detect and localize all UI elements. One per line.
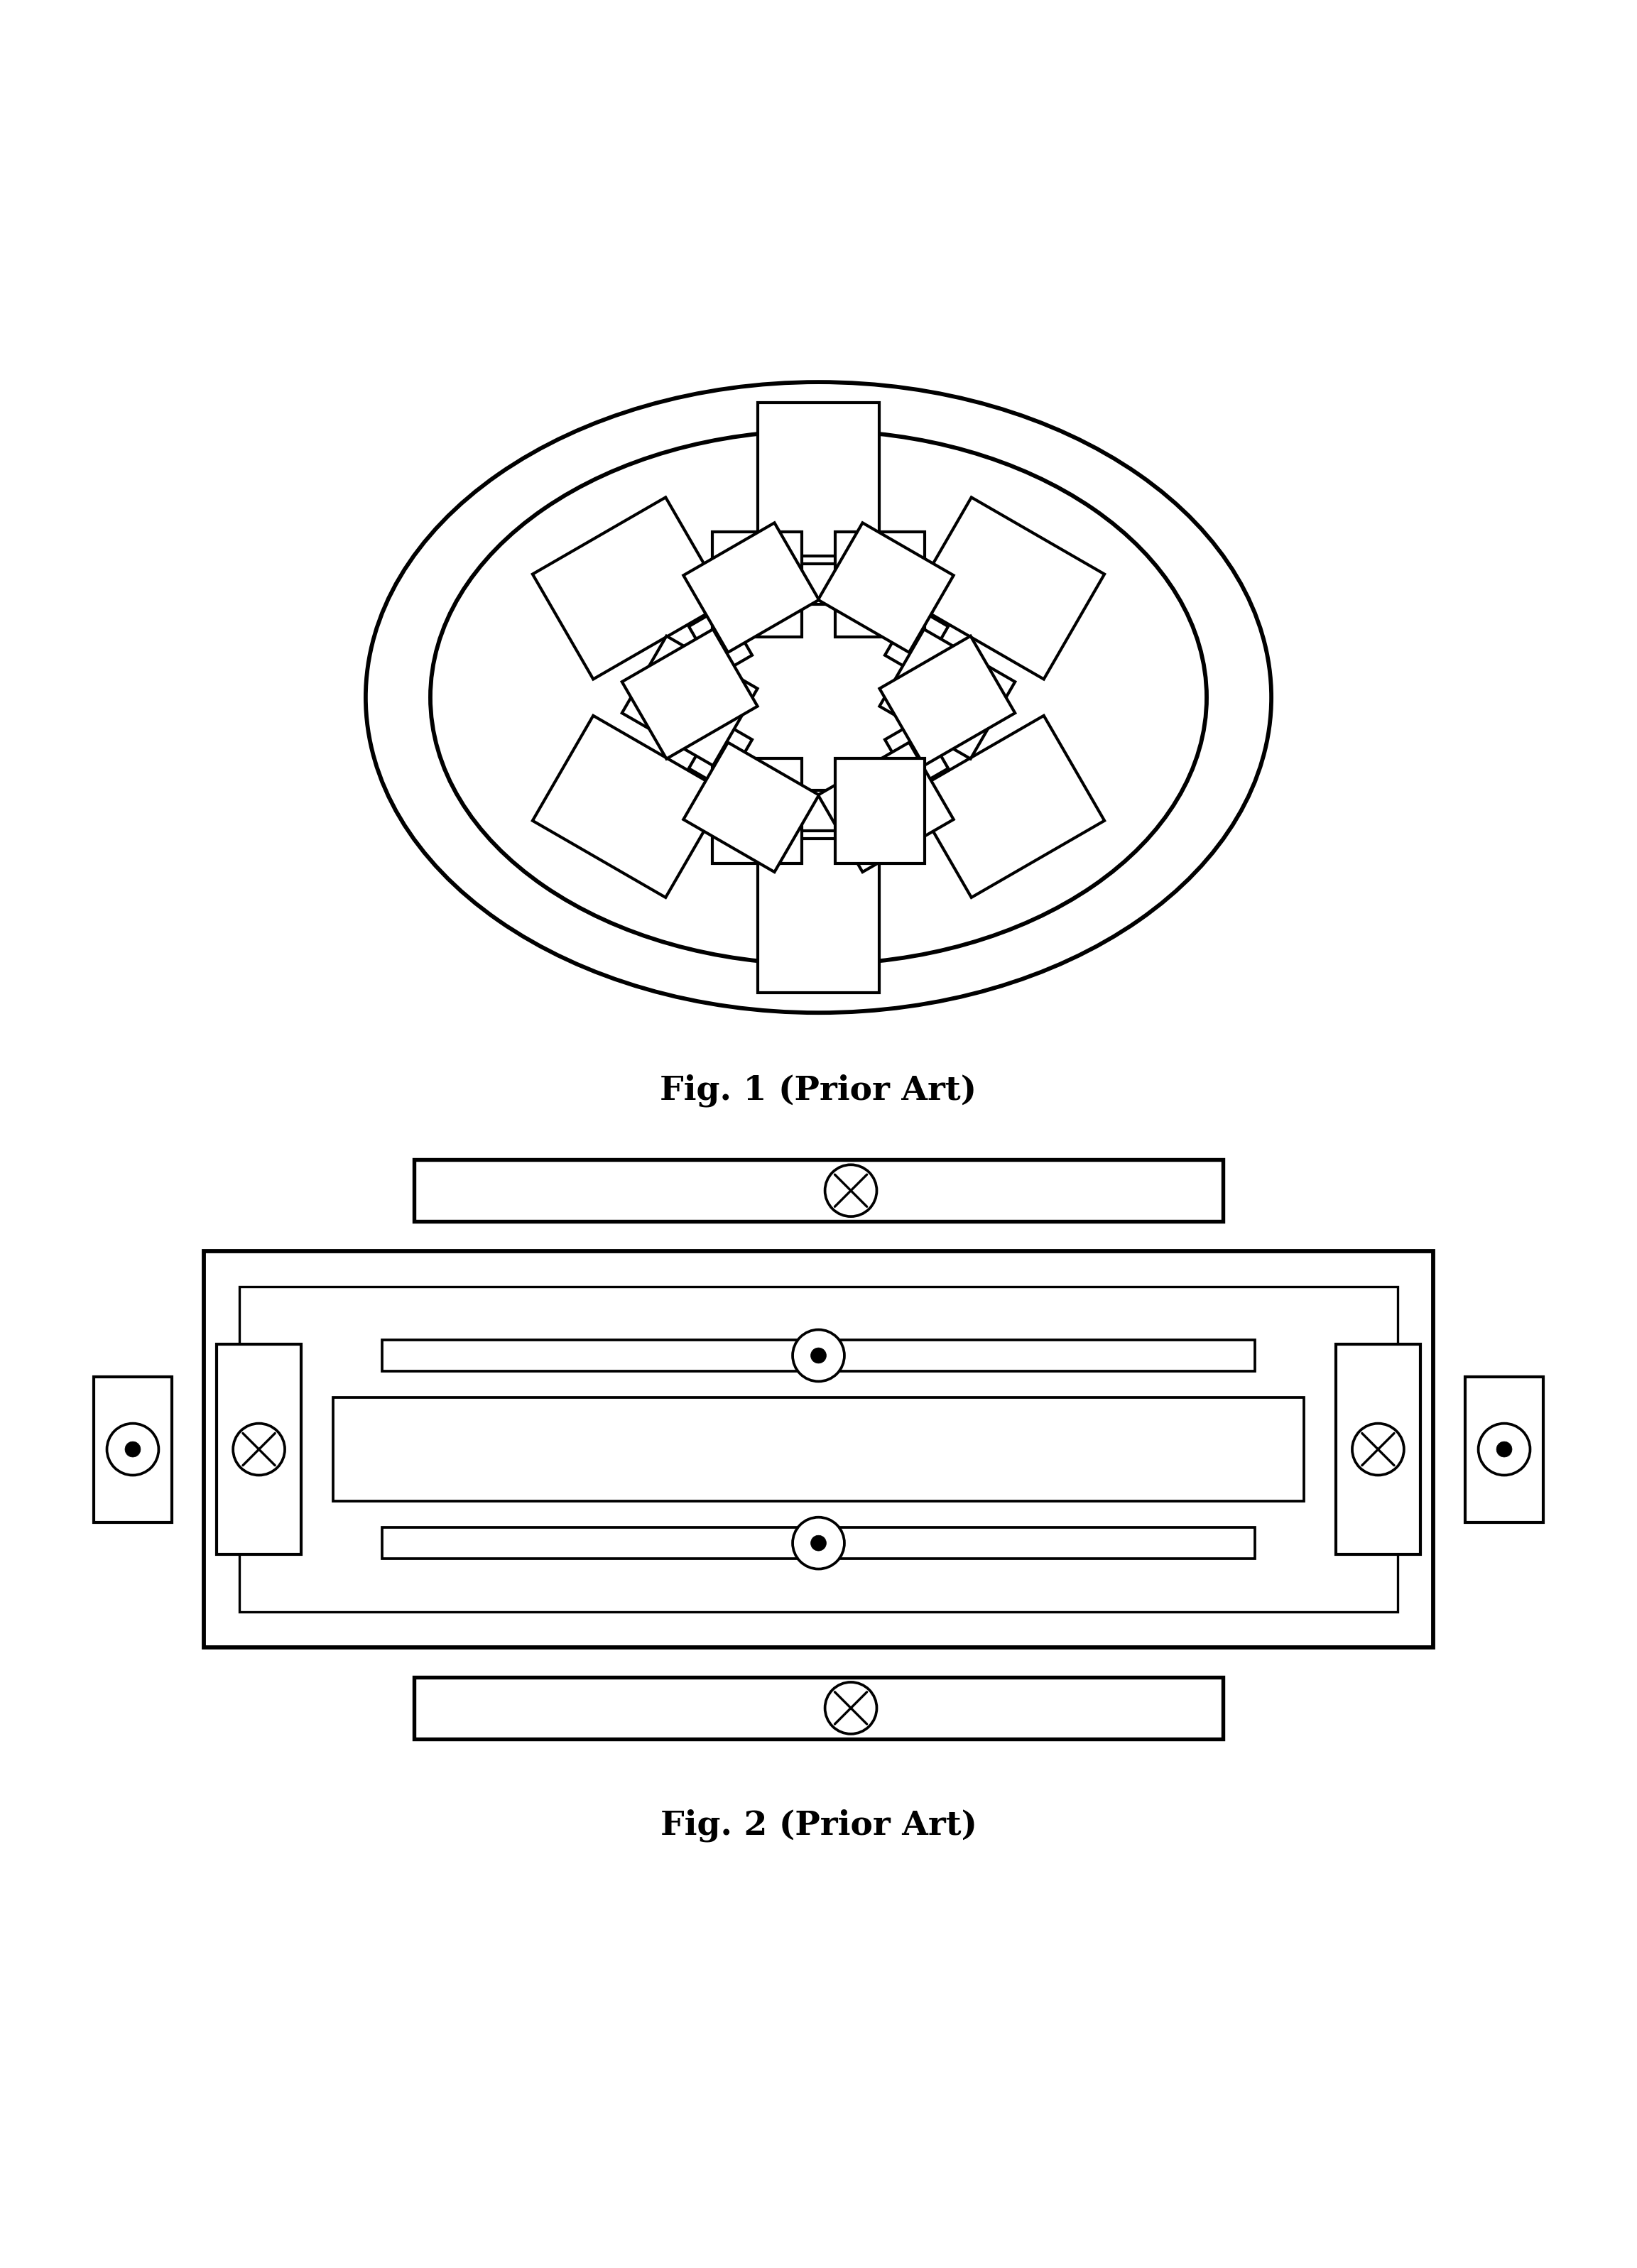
Polygon shape <box>835 758 925 864</box>
Circle shape <box>1496 1442 1513 1456</box>
Bar <box>414 1678 1223 1740</box>
Polygon shape <box>879 635 1015 767</box>
Polygon shape <box>910 717 1105 898</box>
Bar <box>414 1159 1223 1222</box>
Circle shape <box>825 1683 877 1735</box>
Ellipse shape <box>365 381 1272 1014</box>
Polygon shape <box>683 524 818 653</box>
Polygon shape <box>712 531 802 637</box>
Polygon shape <box>879 628 1015 760</box>
Polygon shape <box>689 606 751 676</box>
Polygon shape <box>683 742 818 871</box>
Circle shape <box>825 1166 877 1216</box>
Polygon shape <box>791 565 846 606</box>
Circle shape <box>810 1535 827 1551</box>
Circle shape <box>792 1517 845 1569</box>
Polygon shape <box>532 497 727 678</box>
Circle shape <box>1352 1424 1405 1474</box>
Polygon shape <box>818 524 954 653</box>
Bar <box>205 1252 1432 1647</box>
Polygon shape <box>712 758 802 864</box>
Polygon shape <box>622 628 758 760</box>
Bar <box>216 1345 301 1554</box>
Circle shape <box>124 1442 141 1456</box>
Circle shape <box>810 1347 827 1363</box>
Circle shape <box>106 1424 159 1474</box>
Polygon shape <box>886 606 948 676</box>
Polygon shape <box>886 719 948 789</box>
Text: Fig. 1 (Prior Art): Fig. 1 (Prior Art) <box>660 1075 977 1107</box>
Polygon shape <box>532 717 727 898</box>
Circle shape <box>792 1329 845 1381</box>
Ellipse shape <box>431 431 1206 964</box>
Bar <box>381 1529 1256 1558</box>
Bar <box>93 1377 172 1522</box>
Polygon shape <box>910 497 1105 678</box>
Text: Fig. 2 (Prior Art): Fig. 2 (Prior Art) <box>660 1810 977 1842</box>
Polygon shape <box>818 742 954 871</box>
Bar <box>381 1340 1256 1372</box>
Circle shape <box>1478 1424 1531 1474</box>
Polygon shape <box>689 719 751 789</box>
Bar <box>1336 1345 1421 1554</box>
Bar <box>1465 1377 1544 1522</box>
Polygon shape <box>622 635 758 767</box>
Polygon shape <box>791 789 846 830</box>
Polygon shape <box>758 839 879 993</box>
Circle shape <box>232 1424 285 1474</box>
Polygon shape <box>835 531 925 637</box>
Bar <box>334 1397 1303 1501</box>
Bar <box>239 1286 1398 1613</box>
Polygon shape <box>758 401 879 556</box>
